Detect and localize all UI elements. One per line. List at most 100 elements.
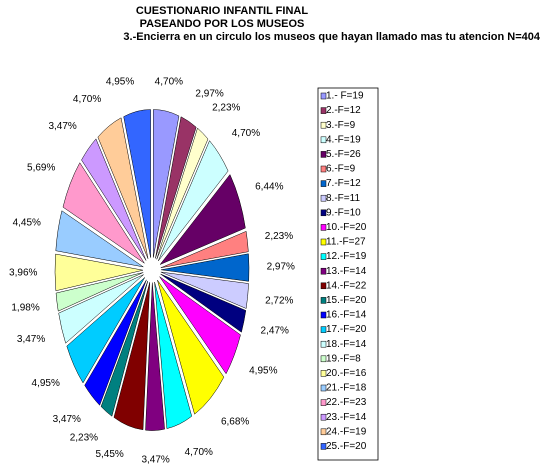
data-label: 3,47%: [141, 455, 169, 465]
legend-swatch: [320, 370, 327, 377]
data-label: 3,47%: [48, 121, 76, 132]
pie-slice: [54, 253, 144, 292]
data-label: 2,23%: [212, 103, 240, 114]
legend-label: 23.-F=14: [326, 412, 367, 423]
legend-swatch: [320, 209, 327, 217]
data-label: 2,97%: [267, 262, 295, 273]
legend-swatch: [320, 194, 327, 202]
pie-slice: [159, 174, 246, 266]
legend-label: 20.-F=16: [326, 368, 367, 379]
legend-label: 22.-F=23: [326, 397, 367, 408]
pie-slice: [81, 138, 147, 261]
pie-slice: [160, 271, 249, 309]
legend-swatch: [320, 384, 327, 392]
legend-label: 21.-F=18: [326, 383, 367, 394]
data-label: 2,97%: [195, 89, 223, 100]
data-label: 4,95%: [106, 77, 134, 88]
data-label: 4,95%: [32, 378, 60, 389]
legend-label: 4.-F=19: [326, 134, 361, 145]
legend-box: [317, 87, 379, 461]
legend-swatch: [320, 311, 327, 319]
legend-swatch: [320, 443, 327, 450]
chart-subtitle: PASEANDO POR LOS MUSEOS: [140, 18, 305, 30]
pie-slice: [160, 273, 247, 333]
legend-swatch: [320, 121, 327, 129]
legend-label: 13.-F=14: [326, 266, 367, 277]
legend-swatch: [320, 399, 327, 406]
data-label: 3,47%: [53, 414, 81, 425]
legend-label: 25.-F=20: [326, 441, 367, 452]
legend-swatch: [320, 340, 327, 348]
legend-swatch: [320, 355, 327, 363]
legend-swatch: [320, 297, 327, 304]
legend-label: 10.-F=20: [326, 222, 367, 233]
data-label: 4,70%: [155, 77, 183, 88]
data-label: 5,69%: [27, 162, 55, 173]
pie-slice: [159, 276, 241, 375]
data-label: 4,70%: [232, 128, 260, 139]
pie-slice: [153, 109, 180, 258]
data-label: 6,44%: [255, 182, 283, 193]
legend-label: 6.-F=9: [326, 164, 356, 175]
legend-label: 7.-F=12: [326, 178, 361, 189]
pie-slice: [123, 109, 151, 258]
legend-label: 5.-F=26: [326, 149, 361, 160]
pie-slice: [160, 230, 249, 269]
legend-label: 1.- F=19: [326, 91, 364, 102]
data-label: 4,95%: [249, 366, 277, 377]
legend-swatch: [320, 267, 327, 275]
legend-swatch: [320, 282, 327, 290]
pie-slice: [97, 117, 149, 259]
data-label: 4,70%: [73, 94, 101, 105]
pie-slice: [155, 116, 197, 259]
pie-slice: [84, 279, 147, 406]
legend-swatch: [320, 92, 327, 100]
pie-slice: [160, 253, 250, 282]
legend-swatch: [320, 224, 327, 231]
legend-label: 16.-F=14: [326, 310, 367, 321]
chart-question: 3.-Encierra en un circulo los museos que…: [123, 31, 540, 43]
legend-swatch: [320, 428, 327, 436]
legend-swatch: [320, 165, 327, 173]
chart-title: CUESTIONARIO INFANTIL FINAL: [136, 5, 308, 17]
legend-swatch: [320, 107, 327, 114]
data-label: 2,72%: [265, 296, 293, 307]
data-label: 2,23%: [265, 231, 293, 242]
pie-slice: [154, 282, 193, 429]
data-label: 4,45%: [13, 218, 41, 229]
legend-label: 8.-F=11: [326, 193, 360, 204]
legend-swatch: [320, 151, 327, 158]
data-label: 2,23%: [70, 432, 98, 443]
data-label: 3,96%: [9, 268, 37, 279]
legend-label: 19.-F=8: [326, 353, 361, 364]
data-label: 1,98%: [11, 303, 39, 314]
pie-slice: [55, 272, 144, 312]
data-label: 6,68%: [221, 417, 249, 428]
legend-swatch: [320, 238, 327, 246]
pie-slice: [113, 282, 151, 431]
pie-slice: [157, 279, 225, 415]
pie-slice: [58, 274, 144, 344]
legend-swatch: [320, 136, 327, 144]
pie-slice: [158, 140, 229, 262]
legend-label: 12.-F=19: [326, 251, 367, 262]
legend-label: 11.-F=27: [326, 237, 366, 248]
legend-label: 18.-F=14: [326, 339, 367, 350]
data-label: 4,70%: [185, 447, 213, 458]
legend-label: 17.-F=20: [326, 324, 367, 335]
data-label: 3,47%: [17, 334, 45, 345]
legend-label: 2.-F=12: [326, 105, 361, 116]
legend-swatch: [320, 180, 327, 187]
pie-slice: [145, 282, 165, 431]
pie-slice: [100, 281, 149, 417]
legend-label: 3.-F=9: [326, 120, 356, 131]
pie-slice: [156, 127, 209, 260]
legend-label: 24.-F=19: [326, 426, 367, 437]
pie-slice: [66, 277, 145, 384]
legend-swatch: [320, 413, 327, 421]
pie-slice: [62, 162, 145, 264]
legend-swatch: [320, 326, 327, 333]
legend-label: 9.-F=10: [326, 207, 361, 218]
data-label: 2,47%: [261, 326, 289, 337]
